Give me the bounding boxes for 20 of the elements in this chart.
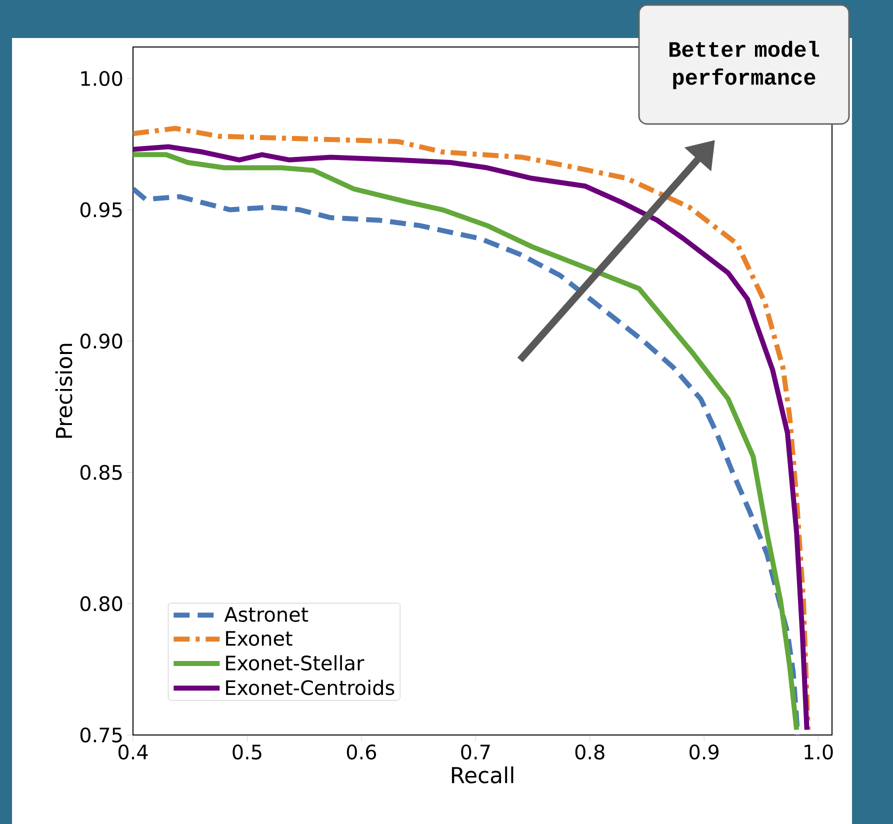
y-tick-label: 1.00 [81,70,122,86]
x-tick-label: 0.6 [346,744,376,760]
x-tick-label: 0.4 [118,744,148,760]
y-axis-title: Precision [55,344,72,438]
annotation: Better model performance [669,40,820,90]
legend-label: Astronet [224,607,308,622]
y-tick-label: 0.90 [80,334,122,349]
y-tick-label: 0.95 [80,202,122,218]
x-tick-label: 0.9 [690,744,719,760]
y-tick-label: 0.80 [80,596,122,612]
legend-label: Exonet-Centroids [226,680,394,696]
x-tick-label: 0.8 [575,744,604,760]
x-tick-label: 1.0 [804,744,833,760]
legend-label: Exonet-Stellar [226,655,364,671]
x-tick-label: 0.7 [461,744,490,760]
y-tick-label: 0.85 [80,464,122,480]
x-axis-title: Recall [452,766,514,784]
x-tick-label: 0.5 [232,744,262,760]
y-tick-label: 0.75 [80,727,122,743]
legend-label: Exonet [226,631,292,646]
